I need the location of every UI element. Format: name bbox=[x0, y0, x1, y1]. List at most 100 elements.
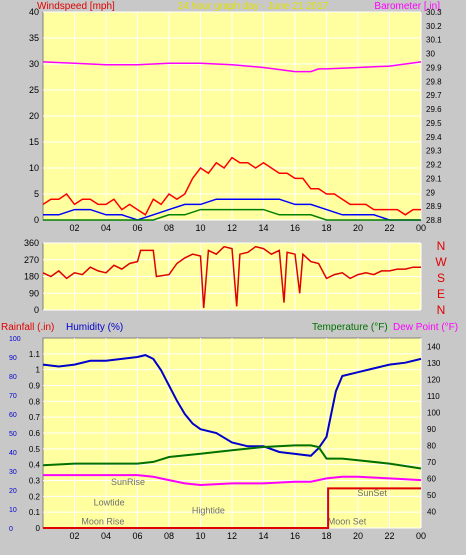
rainfall-tick-label: 0.5 bbox=[29, 445, 41, 454]
humidity-tick-label: 0 bbox=[9, 526, 13, 533]
compass-n-top: N bbox=[437, 239, 446, 253]
windspeed-tick-label: 30 bbox=[29, 59, 39, 69]
x-tick-label: 20 bbox=[353, 223, 363, 233]
astro-label: Hightide bbox=[192, 505, 225, 515]
x-tick-label: 02 bbox=[69, 531, 79, 541]
rainfall-tick-label: 0.4 bbox=[29, 461, 41, 470]
barometer-tick-label: 29.4 bbox=[426, 133, 442, 142]
direction-tick-label: 180 bbox=[24, 272, 39, 282]
direction-axis: 0 90 180 270 360 bbox=[24, 238, 39, 315]
barometer-tick-label: 30.2 bbox=[426, 22, 442, 31]
rainfall-tick-label: 0.8 bbox=[29, 397, 41, 406]
rainfall-axis: 0 0.1 0.2 0.3 0.4 0.5 0.6 0.7 0.8 0.9 1 1.1 bbox=[29, 350, 41, 533]
barometer-tick-label: 28.9 bbox=[426, 202, 442, 211]
rainfall-tick-label: 0.3 bbox=[29, 477, 41, 486]
climate-series-dewpoint bbox=[43, 474, 422, 487]
temperature-tick-label: 130 bbox=[427, 359, 441, 368]
graph-title: 24 hour graph day - June 21 2017 bbox=[178, 1, 329, 12]
x-tick-label: 18 bbox=[321, 531, 331, 541]
barometer-axis-title: Barometer [.in] bbox=[374, 1, 440, 12]
wind-barometer-panel: Windspeed [mph] 24 hour graph day - June… bbox=[29, 1, 442, 233]
temperature-tick-label: 100 bbox=[427, 408, 441, 417]
x-tick-label: 22 bbox=[384, 531, 394, 541]
barometer-tick-label: 29.9 bbox=[426, 63, 442, 72]
x-tick-label: 06 bbox=[132, 531, 142, 541]
direction-grid bbox=[43, 242, 422, 311]
temperature-tick-label: 50 bbox=[427, 491, 436, 500]
barometer-tick-label: 29.7 bbox=[426, 91, 442, 100]
humidity-tick-label: 90 bbox=[9, 355, 17, 362]
rainfall-tick-label: 0 bbox=[36, 524, 41, 533]
direction-tick-label: 0 bbox=[34, 305, 39, 315]
x-tick-label: 18 bbox=[321, 223, 331, 233]
windspeed-tick-label: 5 bbox=[34, 189, 39, 199]
humidity-tick-label: 60 bbox=[9, 412, 17, 419]
temperature-tick-label: 60 bbox=[427, 474, 436, 483]
wind-direction-line bbox=[42, 245, 421, 309]
rainfall-tick-label: 0.7 bbox=[29, 413, 41, 422]
temperature-axis-title: Temperature (°F) bbox=[312, 322, 388, 333]
humidity-tick-label: 80 bbox=[9, 374, 17, 381]
temperature-tick-label: 40 bbox=[427, 507, 436, 516]
wind-series-barometer bbox=[42, 61, 422, 73]
astro-label: SunSet bbox=[357, 488, 387, 498]
x-tick-label: 22 bbox=[384, 223, 394, 233]
wind-series-gust bbox=[42, 156, 421, 216]
wind-time-axis: 02 04 06 08 10 12 14 16 18 20 22 00 bbox=[69, 223, 426, 233]
x-tick-label: 16 bbox=[290, 531, 300, 541]
direction-tick-label: 360 bbox=[24, 238, 39, 248]
temperature-tick-label: 140 bbox=[427, 342, 441, 351]
windspeed-tick-label: 10 bbox=[29, 163, 39, 173]
astro-label: Lowtide bbox=[94, 497, 125, 507]
humidity-tick-label: 40 bbox=[9, 450, 17, 457]
compass-s: S bbox=[437, 271, 445, 285]
x-tick-label: 04 bbox=[101, 223, 111, 233]
barometer-tick-label: 29.5 bbox=[426, 119, 442, 128]
direction-tick-label: 270 bbox=[24, 255, 39, 265]
barometer-axis: 28.8 28.9 29 29.1 29.2 29.3 29.4 29.5 29.6 29.7 29… bbox=[426, 8, 442, 225]
rainfall-tick-label: 0.6 bbox=[29, 429, 41, 438]
dewpoint-axis-title: Dew Point (°F) bbox=[393, 322, 458, 333]
barometer-tick-label: 30.3 bbox=[426, 8, 442, 17]
windspeed-tick-label: 35 bbox=[29, 33, 39, 43]
x-tick-label: 20 bbox=[353, 531, 363, 541]
barometer-tick-label: 30.1 bbox=[426, 36, 442, 45]
direction-tick-label: 90 bbox=[29, 288, 39, 298]
rainfall-tick-label: 1.1 bbox=[29, 350, 41, 359]
x-tick-label: 12 bbox=[227, 223, 237, 233]
climate-series-humidity bbox=[42, 354, 422, 457]
x-tick-label: 14 bbox=[258, 531, 268, 541]
compass-e: E bbox=[437, 287, 445, 301]
x-tick-label: 12 bbox=[227, 531, 237, 541]
wind-series-calm bbox=[43, 208, 421, 221]
barometer-tick-label: 29.8 bbox=[426, 77, 442, 86]
x-tick-label: 02 bbox=[69, 223, 79, 233]
humidity-tick-label: 50 bbox=[9, 431, 17, 438]
astro-label: Moon Set bbox=[328, 516, 367, 526]
temperature-tick-label: 80 bbox=[427, 441, 436, 450]
x-tick-label: 00 bbox=[416, 531, 426, 541]
windspeed-tick-label: 15 bbox=[29, 137, 39, 147]
humidity-tick-label: 20 bbox=[9, 488, 17, 495]
rainfall-tick-label: 0.2 bbox=[29, 492, 41, 501]
barometer-tick-label: 29 bbox=[426, 188, 435, 197]
humidity-axis-title: Humidity (%) bbox=[66, 322, 123, 333]
x-tick-label: 04 bbox=[101, 531, 111, 541]
barometer-tick-label: 29.3 bbox=[426, 147, 442, 156]
wind-series-average bbox=[43, 198, 421, 221]
temperature-tick-label: 120 bbox=[427, 375, 441, 384]
barometer-tick-label: 29.2 bbox=[426, 161, 442, 170]
temperature-tick-label: 110 bbox=[427, 392, 440, 401]
windspeed-axis-title: Windspeed [mph] bbox=[37, 1, 115, 12]
windspeed-tick-label: 40 bbox=[29, 7, 39, 17]
humidity-tick-label: 100 bbox=[9, 336, 21, 343]
x-tick-label: 16 bbox=[290, 223, 300, 233]
x-tick-label: 06 bbox=[132, 223, 142, 233]
windspeed-tick-label: 25 bbox=[29, 85, 39, 95]
humidity-tick-label: 70 bbox=[9, 393, 17, 400]
climate-series-temperature bbox=[42, 444, 422, 470]
temperature-tick-label: 90 bbox=[427, 425, 436, 434]
climate-series bbox=[42, 354, 422, 529]
astro-annotations: SunRise Lowtide Moon Rise Hightide Moon Set S… bbox=[81, 477, 387, 527]
